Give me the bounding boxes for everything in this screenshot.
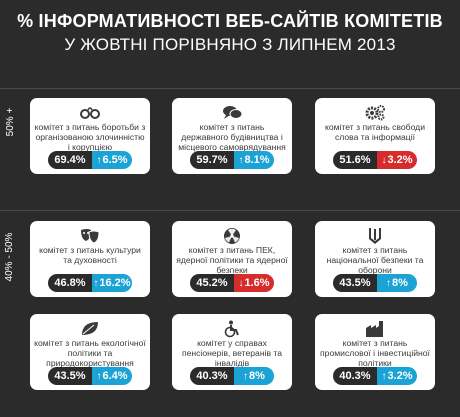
change-value: 6.5% xyxy=(102,154,128,166)
change-value: 8% xyxy=(392,277,408,289)
score-value: 59.7% xyxy=(190,151,234,169)
arrow-down-icon: ↓ xyxy=(238,277,244,289)
divider-middle xyxy=(0,210,460,211)
committee-card: комітет з питань ПЕК, ядерної політики т… xyxy=(172,221,292,297)
wheelchair-icon xyxy=(221,320,243,338)
score-change: ↑ 8% xyxy=(234,367,274,385)
arrow-up-icon: ↑ xyxy=(96,370,102,382)
committee-card: комітет з питань культури та духовності 4… xyxy=(30,221,150,297)
change-value: 3.2% xyxy=(387,370,413,382)
chart-title: % ІНФОРМАТИВНОСТІ ВЕБ-САЙТІВ КОМІТЕТІВ У… xyxy=(0,9,460,57)
group-label-top: 50% + xyxy=(5,107,16,137)
committee-card: комітет з питань свободи слова та інформ… xyxy=(315,98,435,174)
radiation-icon xyxy=(221,227,243,245)
score-pill: 51.6% ↓ 3.2% xyxy=(333,151,417,169)
committee-card: комітет з питань екологічної політики та… xyxy=(30,314,150,390)
score-change: ↑ 3.2% xyxy=(377,367,417,385)
score-value: 40.3% xyxy=(333,367,377,385)
score-change: ↑ 8% xyxy=(377,274,417,292)
change-value: 6.4% xyxy=(102,370,128,382)
change-value: 8% xyxy=(249,370,265,382)
committee-card: комітет у справах пенсіонерів, ветеранів… xyxy=(172,314,292,390)
committee-name: комітет з питань державного будівництва … xyxy=(178,122,286,152)
score-change: ↓ 1.6% xyxy=(234,274,274,292)
arrow-up-icon: ↑ xyxy=(93,277,99,289)
change-value: 1.6% xyxy=(244,277,270,289)
score-pill: 40.3% ↑ 3.2% xyxy=(333,367,417,385)
arrow-up-icon: ↑ xyxy=(381,370,387,382)
committee-name: комітет з питань національної безпеки та… xyxy=(326,245,424,275)
title-line-2: У ЖОВТНІ ПОРІВНЯНО З ЛИПНЕМ 2013 xyxy=(64,35,396,54)
score-value: 69.4% xyxy=(48,151,92,169)
score-change: ↓ 3.2% xyxy=(377,151,417,169)
arrow-up-icon: ↑ xyxy=(238,154,244,166)
title-line-1: % ІНФОРМАТИВНОСТІ ВЕБ-САЙТІВ КОМІТЕТІВ xyxy=(17,11,443,31)
score-pill: 59.7% ↑ 8.1% xyxy=(190,151,274,169)
theater-masks-icon xyxy=(79,227,101,245)
arrow-down-icon: ↓ xyxy=(381,154,387,166)
speech-bubbles-icon xyxy=(221,104,243,122)
change-value: 3.2% xyxy=(387,154,413,166)
handcuffs-icon xyxy=(79,104,101,122)
trident-icon xyxy=(364,227,386,245)
divider-top xyxy=(0,88,460,89)
score-pill: 43.5% ↑ 6.4% xyxy=(48,367,132,385)
leaf-icon xyxy=(79,320,101,338)
score-pill: 46.8% ↑ 16.2% xyxy=(48,274,132,292)
score-change: ↑ 6.4% xyxy=(92,367,132,385)
committee-name: комітет з питань культури та духовності xyxy=(39,245,141,265)
factory-icon xyxy=(364,320,386,338)
arrow-up-icon: ↑ xyxy=(243,370,249,382)
score-pill: 69.4% ↑ 6.5% xyxy=(48,151,132,169)
score-change: ↑ 6.5% xyxy=(92,151,132,169)
score-value: 40.3% xyxy=(190,367,234,385)
score-value: 51.6% xyxy=(333,151,377,169)
score-value: 43.5% xyxy=(48,367,92,385)
committee-card: комітет з питань промислової і інвестиці… xyxy=(315,314,435,390)
committee-name: комітет з питань боротьби з організовано… xyxy=(34,122,146,152)
score-value: 43.5% xyxy=(333,274,377,292)
gears-icon xyxy=(364,104,386,122)
committee-name: комітет з питань ПЕК, ядерної політики т… xyxy=(176,245,288,275)
committee-card: комітет з питань національної безпеки та… xyxy=(315,221,435,297)
change-value: 16.2% xyxy=(99,277,131,289)
score-value: 46.8% xyxy=(48,274,92,292)
group-label-bottom: 40% - 50% xyxy=(4,232,15,282)
committee-card: комітет з питань державного будівництва … xyxy=(172,98,292,174)
arrow-up-icon: ↑ xyxy=(96,154,102,166)
change-value: 8.1% xyxy=(244,154,270,166)
score-pill: 43.5% ↑ 8% xyxy=(333,274,417,292)
committee-card: комітет з питань боротьби з організовано… xyxy=(30,98,150,174)
arrow-up-icon: ↑ xyxy=(386,277,392,289)
committee-name: комітет з питань промислової і інвестиці… xyxy=(320,338,430,368)
score-pill: 45.2% ↓ 1.6% xyxy=(190,274,274,292)
score-value: 45.2% xyxy=(190,274,234,292)
committee-name: комітет з питань свободи слова та інформ… xyxy=(325,122,425,142)
score-change: ↑ 8.1% xyxy=(234,151,274,169)
committee-name: комітет у справах пенсіонерів, ветеранів… xyxy=(181,338,283,368)
score-change: ↑ 16.2% xyxy=(92,274,132,292)
score-pill: 40.3% ↑ 8% xyxy=(190,367,274,385)
committee-name: комітет з питань екологічної політики та… xyxy=(34,338,146,368)
